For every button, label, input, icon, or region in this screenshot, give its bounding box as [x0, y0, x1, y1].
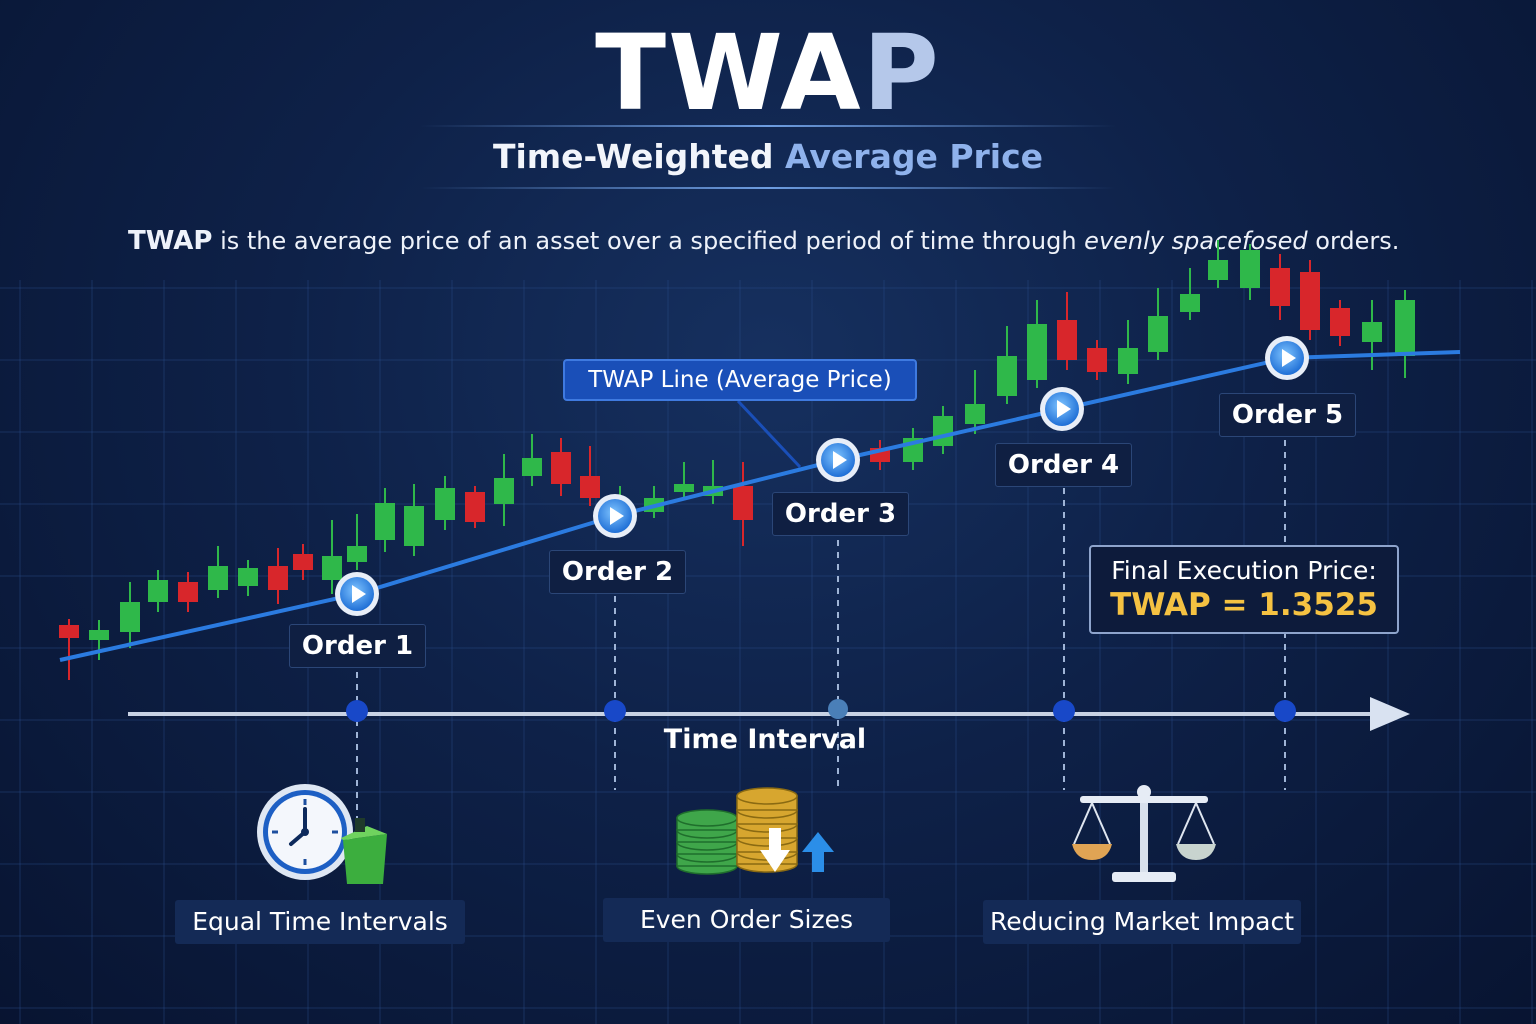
- coin-stacks-icon: [676, 787, 834, 875]
- candle-29: [997, 326, 1017, 404]
- order-2-label: Order 2: [549, 550, 686, 594]
- page-subtitle: Time-Weighted Average Price: [492, 137, 1044, 176]
- page-title: TWAP: [595, 12, 941, 134]
- axis-tick-5: [1274, 700, 1296, 722]
- candle-36: [1208, 240, 1228, 288]
- candle-11: [347, 514, 367, 570]
- clock-icon: [257, 784, 387, 884]
- candle-40: [1330, 300, 1350, 346]
- candle-31: [1057, 292, 1077, 370]
- order-5-label: Order 5: [1219, 393, 1356, 437]
- candle-18: [551, 438, 571, 496]
- final-execution-box: Final Execution Price: TWAP = 1.3525: [1089, 545, 1399, 634]
- candle-14: [435, 476, 455, 530]
- axis-tick-4: [1053, 700, 1075, 722]
- order-2-marker-icon: [593, 494, 637, 538]
- candle-27: [933, 406, 953, 454]
- axis-tick-2: [604, 700, 626, 722]
- candle-7: [238, 560, 258, 596]
- candle-39: [1300, 260, 1320, 340]
- order-3-marker-icon: [816, 438, 860, 482]
- final-execution-value: TWAP = 1.3525: [1110, 587, 1378, 623]
- order-4-marker-icon: [1040, 387, 1084, 431]
- candle-34: [1148, 288, 1168, 360]
- candle-6: [208, 546, 228, 598]
- callout-pointer: [736, 399, 802, 469]
- order-1-label: Order 1: [289, 624, 426, 668]
- candle-28: [965, 370, 985, 434]
- candle-32: [1087, 340, 1107, 380]
- order-markers: [335, 336, 1309, 616]
- candle-12: [375, 488, 395, 552]
- subtitle-divider-top: [420, 125, 1116, 127]
- axis-tick-1: [346, 700, 368, 722]
- candle-4: [148, 570, 168, 612]
- order-1-marker-icon: [335, 572, 379, 616]
- price-candles: [59, 240, 1415, 680]
- balance-scale-icon: [1072, 785, 1216, 882]
- order-3-label: Order 3: [772, 492, 909, 536]
- final-execution-label: Final Execution Price:: [1111, 556, 1377, 585]
- order-4-label: Order 4: [995, 443, 1132, 487]
- candle-19: [580, 446, 600, 506]
- candle-24: [733, 462, 753, 546]
- time-axis-arrow-icon: [1370, 697, 1410, 731]
- definition-text: TWAP is the average price of an asset ov…: [128, 226, 1400, 256]
- axis-tick-3: [828, 699, 848, 719]
- feature-even-order-sizes: Even Order Sizes: [603, 898, 890, 942]
- candle-9: [293, 544, 313, 580]
- candle-10: [322, 520, 342, 594]
- candle-15: [465, 486, 485, 528]
- candle-30: [1027, 300, 1047, 388]
- time-axis: [128, 697, 1410, 731]
- feature-reducing-market-impact: Reducing Market Impact: [983, 900, 1301, 944]
- order-5-marker-icon: [1265, 336, 1309, 380]
- candle-1: [59, 619, 79, 680]
- candle-21: [644, 486, 664, 518]
- candle-17: [522, 434, 542, 486]
- candle-26: [903, 428, 923, 470]
- candle-25: [870, 440, 890, 470]
- candle-22: [674, 462, 694, 498]
- candle-3: [120, 582, 140, 648]
- subtitle-divider-bottom: [420, 187, 1116, 189]
- candle-35: [1180, 268, 1200, 320]
- candle-38: [1270, 254, 1290, 320]
- candle-33: [1118, 320, 1138, 384]
- candle-16: [494, 454, 514, 526]
- candle-5: [178, 572, 198, 612]
- candle-23: [703, 460, 723, 504]
- candle-42: [1395, 290, 1415, 378]
- twap-line-callout: TWAP Line (Average Price): [563, 359, 917, 401]
- candle-13: [404, 484, 424, 556]
- candle-41: [1362, 300, 1382, 370]
- feature-equal-time-intervals: Equal Time Intervals: [175, 900, 465, 944]
- candle-37: [1240, 244, 1260, 300]
- time-interval-label: Time Interval: [663, 724, 867, 755]
- candle-8: [268, 548, 288, 604]
